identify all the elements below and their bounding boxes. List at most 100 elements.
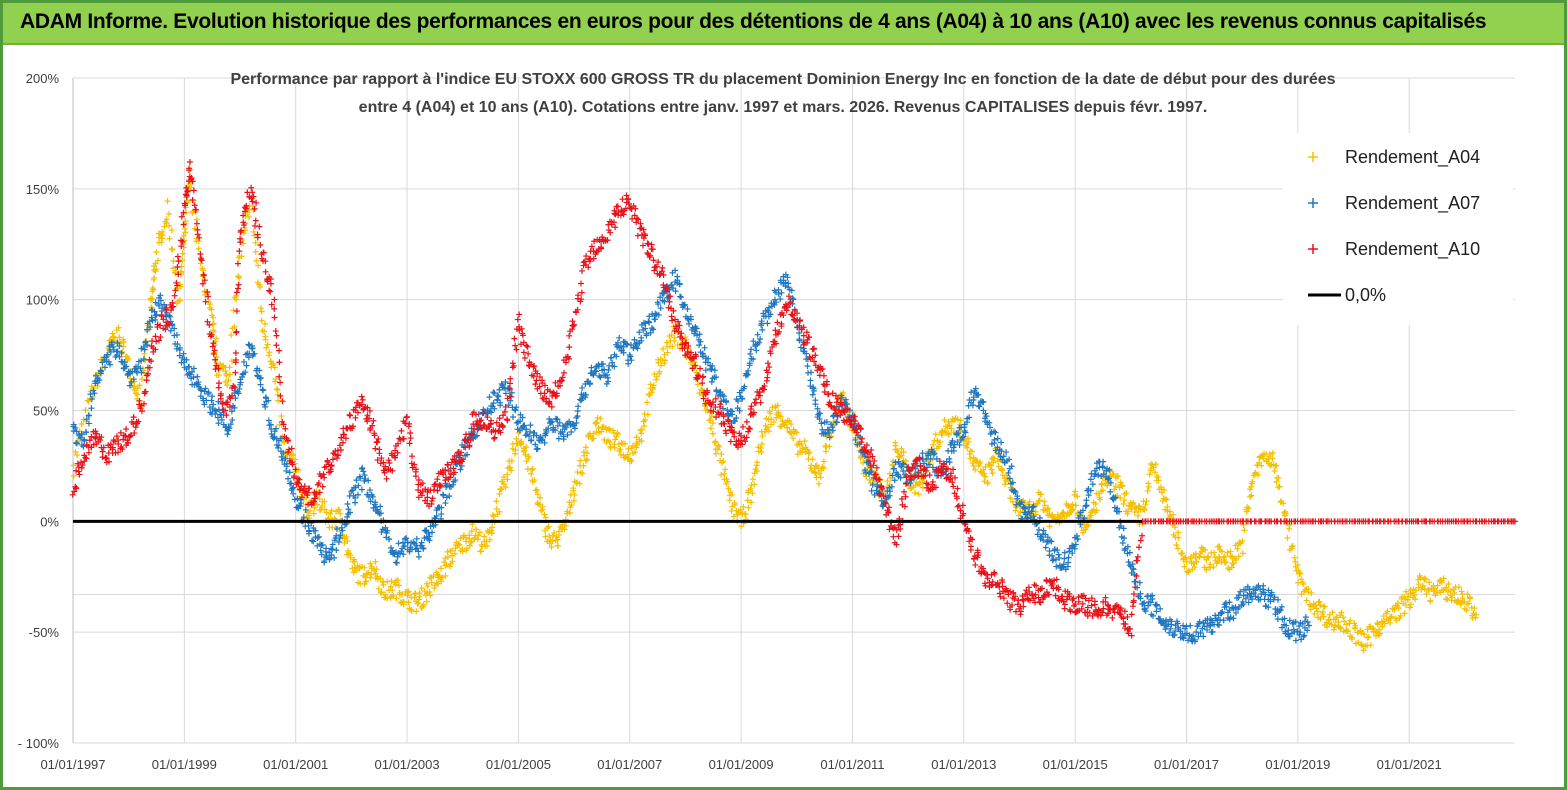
series-0-point xyxy=(794,451,801,458)
series-2-point xyxy=(398,427,405,434)
series-0-point xyxy=(525,453,532,460)
series-0-point xyxy=(555,528,562,535)
series-0-point xyxy=(634,441,641,448)
series-0-point xyxy=(537,494,544,501)
series-1-point xyxy=(173,345,180,352)
series-0-point xyxy=(226,371,233,378)
x-tick-label: 01/01/2007 xyxy=(597,757,662,772)
axes: 200%150%100%50%0%-50%- 100%01/01/1997 01/… xyxy=(18,71,1442,772)
series-0-point xyxy=(1336,624,1343,631)
series-1-point xyxy=(522,432,529,439)
series-2-point xyxy=(156,337,163,344)
series-1-point xyxy=(85,412,92,419)
series-0-point xyxy=(493,505,500,512)
series-1-point xyxy=(156,302,163,309)
series-0-point xyxy=(629,442,636,449)
series-0-point xyxy=(998,465,1005,472)
series-0-point xyxy=(757,445,764,452)
series-0-point xyxy=(541,511,548,518)
series-1-point xyxy=(374,506,381,513)
series-0-point xyxy=(431,584,438,591)
series-1-point xyxy=(228,408,235,415)
series-2-point xyxy=(463,431,470,438)
series-0-point xyxy=(455,541,462,548)
series-1-point xyxy=(185,370,192,377)
series-0-point xyxy=(1145,480,1152,487)
series-0-point xyxy=(704,406,711,413)
series-0-point xyxy=(151,274,158,281)
series-0-point xyxy=(1247,493,1254,500)
series-0-point xyxy=(616,447,623,454)
series-1-point xyxy=(372,499,379,506)
series-1-point xyxy=(200,395,207,402)
series-1-point xyxy=(677,293,684,300)
series-0-point xyxy=(132,390,139,397)
series-2-point xyxy=(210,350,217,357)
series-1-point xyxy=(161,301,168,308)
series-1-point xyxy=(804,363,811,370)
series-0-point xyxy=(1096,494,1103,501)
series-0-point xyxy=(251,232,258,239)
series-0-point xyxy=(314,501,321,508)
series-0-point xyxy=(722,466,729,473)
series-0-point xyxy=(777,413,784,420)
series-0-point xyxy=(278,413,285,420)
series-1-point xyxy=(260,387,267,394)
series-1-point xyxy=(166,312,173,319)
series-0-point xyxy=(964,444,971,451)
series-1-point xyxy=(394,553,401,560)
x-tick-label: 01/01/2019 xyxy=(1265,757,1330,772)
series-0-point xyxy=(1144,487,1151,494)
series-0-point xyxy=(1207,561,1214,568)
series-0-point xyxy=(153,249,160,256)
series-1-point xyxy=(438,504,445,511)
series-0-point xyxy=(1239,537,1246,544)
series-0-point xyxy=(1235,553,1242,560)
series-2-point xyxy=(516,311,523,318)
series-1-point xyxy=(829,427,836,434)
series-0-point xyxy=(164,198,171,205)
series-0-point xyxy=(1170,511,1177,518)
series-2-point xyxy=(488,417,495,424)
series-0-point xyxy=(809,456,816,463)
series-0-point xyxy=(181,225,188,232)
series-0-point xyxy=(648,389,655,396)
series-1-point xyxy=(310,538,317,545)
series-2-point xyxy=(1066,606,1073,613)
series-1-point xyxy=(753,347,760,354)
series-1-point xyxy=(173,331,180,338)
series-0-point xyxy=(1298,576,1305,583)
series-0-point xyxy=(1469,615,1476,622)
series-2-point xyxy=(525,350,532,357)
series-0-point xyxy=(72,448,79,455)
series-0-point xyxy=(463,545,470,552)
series-2-point xyxy=(1134,557,1141,564)
series-0-point xyxy=(1423,590,1430,597)
series-0-point xyxy=(1407,601,1414,608)
series-1-point xyxy=(306,530,313,537)
series-0-point xyxy=(749,476,756,483)
series-0-point xyxy=(815,480,822,487)
series-1-point xyxy=(137,365,144,372)
series-1-point xyxy=(348,488,355,495)
series-0-point xyxy=(74,452,81,459)
series-1-point xyxy=(1245,599,1252,606)
series-0-point xyxy=(1090,506,1097,513)
series-0-point xyxy=(1198,544,1205,551)
series-1-point xyxy=(118,349,125,356)
series-0-point xyxy=(496,490,503,497)
series-1-point xyxy=(189,368,196,375)
series-0-point xyxy=(766,408,773,415)
series-0-point xyxy=(1372,632,1379,639)
series-0-point xyxy=(1297,569,1304,576)
series-0-point xyxy=(1303,597,1310,604)
series-0-point xyxy=(1329,609,1336,616)
series-2-point xyxy=(276,347,283,354)
series-0-point xyxy=(638,438,645,445)
series-0-point xyxy=(984,480,991,487)
series-0-point xyxy=(1316,598,1323,605)
series-0-point xyxy=(159,228,166,235)
series-0-point xyxy=(1299,579,1306,586)
series-1-point xyxy=(171,325,178,332)
series-1-point xyxy=(1035,526,1042,533)
